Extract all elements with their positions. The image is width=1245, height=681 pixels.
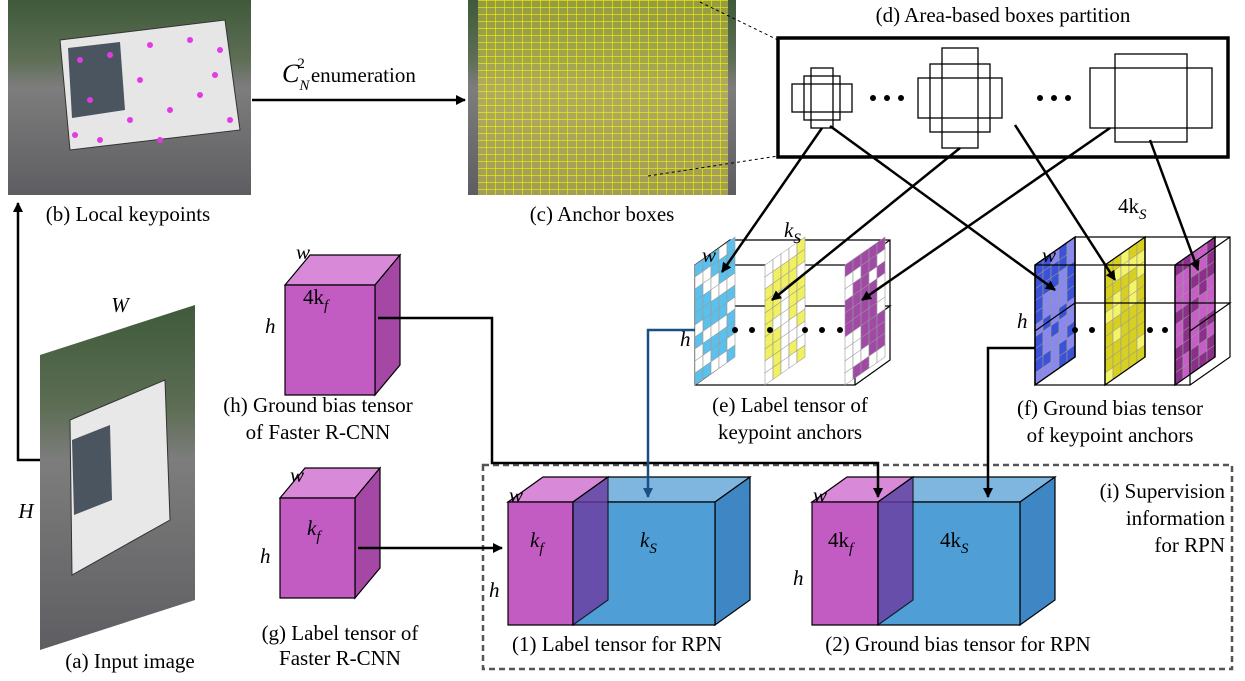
caption-d: (d) Area-based boxes partition [876, 3, 1131, 27]
sub: S [961, 541, 969, 557]
h-label: h [489, 578, 500, 602]
sub: S [793, 231, 801, 247]
tensors [280, 125, 1230, 625]
arrow [648, 330, 695, 497]
caption-i: information [1126, 506, 1226, 530]
partition-box [778, 38, 1228, 157]
arrow [1150, 140, 1198, 270]
w-label: w [296, 240, 310, 264]
cube-front [280, 498, 355, 598]
input-image [40, 305, 195, 650]
sub: S [1139, 207, 1147, 223]
caption-g: Faster R-CNN [279, 646, 401, 670]
dot [732, 327, 738, 333]
dot [749, 327, 755, 333]
main: 4k [940, 528, 962, 552]
h-label: h [1017, 309, 1028, 333]
dot [819, 327, 825, 333]
main: 4k [828, 528, 850, 552]
w-label: w [509, 483, 523, 507]
cube-side [715, 477, 750, 625]
caption-h: of Faster R-CNN [246, 420, 391, 444]
sup: 2 [297, 56, 305, 72]
main: 4k [303, 285, 325, 309]
caption-a: (a) Input image [65, 649, 194, 673]
sub: N [298, 78, 310, 94]
cube-front [508, 502, 573, 625]
dot [1147, 327, 1153, 333]
height-label: H [17, 499, 35, 523]
w-label: w [813, 483, 827, 507]
caption-g: (g) Label tensor of [262, 621, 419, 645]
text: enumeration [311, 63, 416, 87]
caption-c: (c) Anchor boxes [530, 202, 675, 226]
main: 4k [1118, 194, 1140, 218]
caption-e: (e) Label tensor of [712, 393, 868, 417]
depth-label: 4kS [1118, 194, 1147, 223]
cube-front [812, 502, 878, 625]
caption-i: for RPN [1154, 533, 1225, 557]
depth-label: kS [784, 218, 801, 247]
anchor-image [468, 0, 736, 195]
dot [1072, 327, 1078, 333]
cube-divider [573, 477, 608, 625]
h-label: h [260, 544, 271, 568]
tensor-slice [765, 237, 805, 385]
h-label: h [265, 314, 276, 338]
h-label: h [680, 327, 691, 351]
caption-i: (i) Supervision [1100, 479, 1226, 503]
cube-front [285, 285, 375, 395]
w-label: w [290, 463, 304, 487]
diagram: (b) Local keypoints CN2enumeration (c) A… [0, 0, 1245, 681]
cube-divider [878, 477, 913, 625]
keypoints-image [8, 0, 251, 195]
caption-rpn1: (1) Label tensor for RPN [512, 632, 722, 656]
caption-b: (b) Local keypoints [46, 202, 210, 226]
width-label: W [111, 293, 131, 317]
h-label: h [793, 566, 804, 590]
caption-rpn2: (2) Ground bias tensor for RPN [825, 632, 1090, 656]
dot [767, 327, 773, 333]
dot [837, 327, 843, 333]
caption-f: of keypoint anchors [1027, 423, 1194, 447]
arrow [18, 203, 40, 460]
sub: S [649, 541, 657, 557]
dot [802, 327, 808, 333]
w-label: w [1042, 243, 1056, 267]
caption-h: (h) Ground bias tensor [223, 393, 413, 417]
caption-e: keypoint anchors [718, 420, 862, 444]
arrow [722, 128, 822, 272]
cube-side [1020, 477, 1055, 625]
dot [1089, 327, 1095, 333]
tensor-slice [845, 237, 885, 385]
tensor-slice [1105, 237, 1145, 385]
w-label: w [702, 243, 716, 267]
dot [1162, 327, 1168, 333]
caption-f: (f) Ground bias tensor [1017, 396, 1203, 420]
